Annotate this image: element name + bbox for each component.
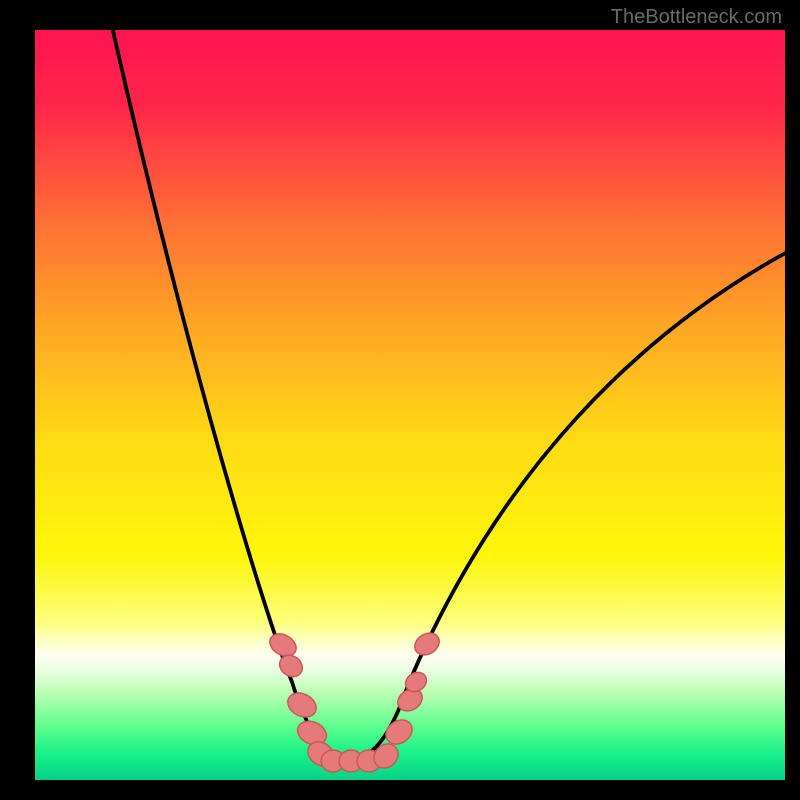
bottleneck-curve (111, 30, 785, 760)
chart-svg (35, 30, 785, 790)
plot-area (35, 30, 785, 790)
data-bead (411, 629, 444, 660)
data-bead (284, 688, 321, 722)
bead-group (266, 629, 443, 773)
attribution-text: TheBottleneck.com (611, 6, 782, 29)
